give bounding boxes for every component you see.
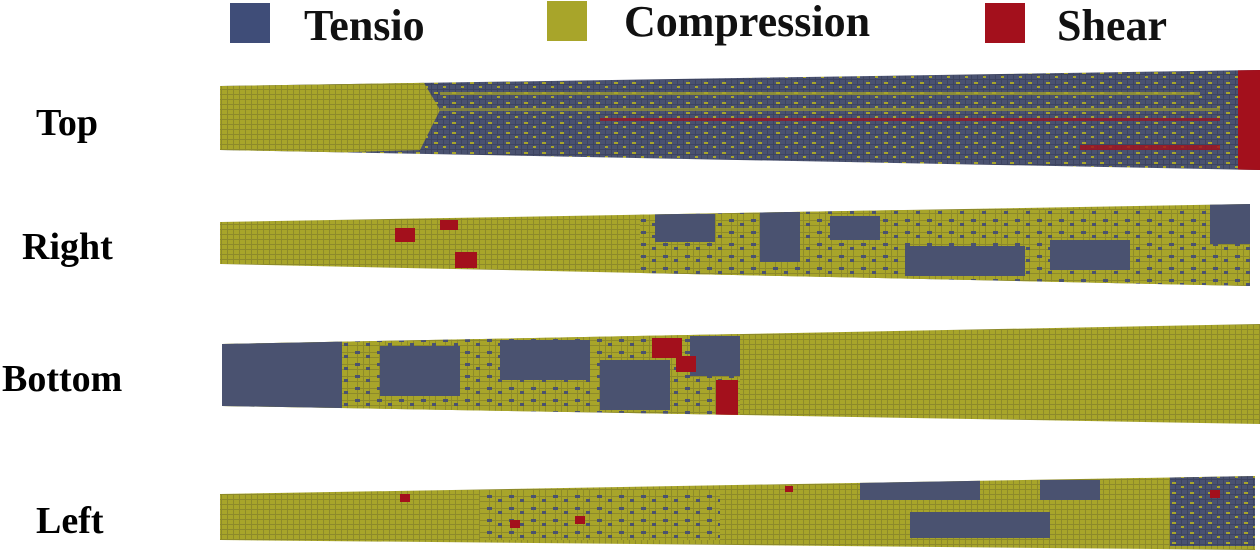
view-label-bottom: Bottom: [2, 358, 123, 400]
strip-top: [220, 70, 1260, 170]
legend-label-shear: Shear: [1057, 1, 1167, 50]
strip-right: [220, 204, 1250, 286]
legend-swatch-tension: [230, 3, 270, 43]
view-label-right: Right: [22, 226, 113, 268]
strip-left: [220, 476, 1255, 550]
legend-swatch-shear: [985, 3, 1025, 43]
view-label-left: Left: [36, 500, 104, 542]
view-label-top: Top: [36, 102, 98, 144]
strip-bottom: [222, 324, 1260, 424]
legend-label-compression: Compression: [624, 0, 871, 46]
legend-label-tension: Tensio: [304, 1, 425, 50]
legend-swatch-compression: [547, 1, 587, 41]
